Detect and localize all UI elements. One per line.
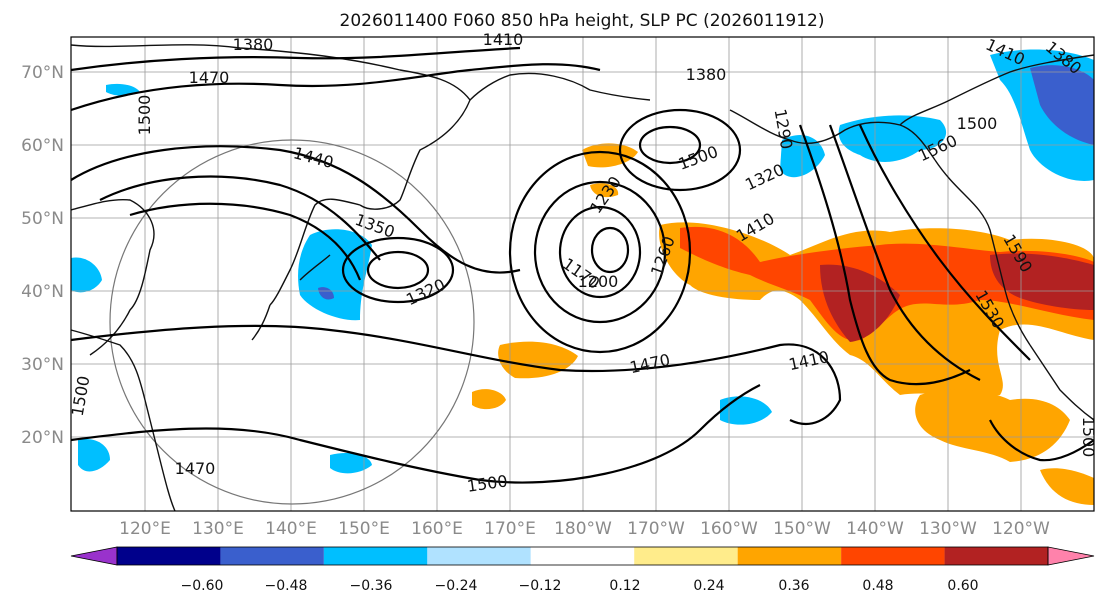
negative-anomaly-area-west bbox=[71, 257, 102, 293]
contour-label: 1410 bbox=[483, 30, 524, 49]
lon-label: 170°W bbox=[627, 519, 685, 539]
colorbar-frame bbox=[116, 546, 1049, 566]
colorbar-swatch bbox=[117, 547, 221, 565]
colorbar-tick-label: −0.60 bbox=[181, 578, 224, 594]
colorbar-tick-label: 0.24 bbox=[693, 578, 724, 594]
lon-label: 180°W bbox=[554, 519, 612, 539]
contour-label: 1500 bbox=[957, 114, 998, 133]
strong-negative-area-canada bbox=[1030, 65, 1094, 145]
latitude-labels: 70°N 60°N 50°N 40°N 30°N 20°N bbox=[21, 63, 64, 448]
colorbar-swatch bbox=[220, 547, 324, 565]
colorbar-swatch bbox=[530, 547, 635, 565]
lon-label: 160°W bbox=[700, 519, 758, 539]
longitude-labels: 120°E 130°E 140°E 150°E 160°E 170°E 180°… bbox=[119, 519, 1050, 539]
lat-label: 70°N bbox=[21, 63, 64, 83]
negative-anomaly-area-south-pacific bbox=[330, 453, 372, 474]
colorbar-swatches bbox=[70, 546, 1095, 566]
map-frame bbox=[70, 36, 1095, 512]
contour-label: 1200 bbox=[578, 272, 619, 291]
lat-label: 30°N bbox=[21, 355, 64, 375]
lon-label: 130°E bbox=[192, 519, 244, 539]
colorbar-tick-label: −0.36 bbox=[350, 578, 393, 594]
negative-anomaly-area-alaska bbox=[838, 115, 947, 162]
lon-label: 120°E bbox=[119, 519, 171, 539]
colorbar-swatch bbox=[737, 547, 842, 565]
negative-anomaly-area-southwest bbox=[78, 439, 110, 472]
colorbar-extend-high bbox=[1047, 546, 1095, 566]
contour-label: 1470 bbox=[189, 68, 230, 87]
very-strong-positive-area-2 bbox=[990, 253, 1094, 310]
colorbar-extend-low bbox=[70, 546, 118, 566]
map-title: 2026011400 F060 850 hPa height, SLP PC (… bbox=[340, 11, 825, 31]
colorbar-tick-label: −0.24 bbox=[435, 578, 478, 594]
colorbar-tick-label: 0.36 bbox=[778, 578, 809, 594]
contour-label: 1380 bbox=[686, 65, 727, 84]
strong-negative-area-japan bbox=[318, 287, 334, 300]
lon-label: 140°W bbox=[846, 519, 904, 539]
contour-label: 1500 bbox=[1079, 417, 1098, 458]
lat-label: 50°N bbox=[21, 209, 64, 229]
colorbar-swatch bbox=[427, 547, 531, 565]
colorbar: −0.60 −0.48 −0.36 −0.24 −0.12 0.12 0.24 … bbox=[70, 546, 1095, 594]
range-circle bbox=[109, 139, 475, 505]
lon-label: 120°W bbox=[992, 519, 1050, 539]
lon-label: 150°E bbox=[338, 519, 390, 539]
map-panel: 1380 1410 1470 1500 1440 1350 1320 1380 … bbox=[68, 30, 1098, 512]
positive-anomaly-area-small bbox=[472, 389, 506, 410]
lon-label: 140°E bbox=[265, 519, 317, 539]
colorbar-swatch bbox=[841, 547, 945, 565]
lon-label: 160°E bbox=[411, 519, 463, 539]
positive-anomaly-area-north bbox=[582, 143, 638, 168]
colorbar-tick-label: −0.48 bbox=[265, 578, 308, 594]
lat-label: 20°N bbox=[21, 428, 64, 448]
colorbar-tick-label: −0.12 bbox=[519, 578, 562, 594]
lat-label: 40°N bbox=[21, 282, 64, 302]
lon-label: 150°W bbox=[773, 519, 831, 539]
graticule bbox=[71, 37, 1094, 511]
colorbar-ticks: −0.60 −0.48 −0.36 −0.24 −0.12 0.12 0.24 … bbox=[181, 578, 979, 594]
negative-anomaly-area-pacific bbox=[720, 396, 772, 425]
lon-label: 170°E bbox=[484, 519, 536, 539]
colorbar-swatch bbox=[634, 547, 738, 565]
colorbar-swatch bbox=[944, 547, 1048, 565]
lat-label: 60°N bbox=[21, 136, 64, 156]
coastlines bbox=[70, 44, 1095, 512]
colorbar-tick-label: 0.60 bbox=[947, 578, 978, 594]
contour-label: 1380 bbox=[233, 35, 274, 54]
contour-label: 1500 bbox=[135, 95, 154, 136]
lon-label: 130°W bbox=[919, 519, 977, 539]
positive-anomaly-area-southeast bbox=[1040, 468, 1094, 505]
colorbar-swatch bbox=[323, 547, 428, 565]
height-contours bbox=[70, 46, 1095, 484]
colorbar-tick-label: 0.48 bbox=[862, 578, 893, 594]
positive-anomaly-area-north-small bbox=[590, 183, 619, 198]
very-strong-positive-area-1 bbox=[820, 264, 900, 342]
contour-label: 1470 bbox=[175, 459, 216, 478]
colorbar-tick-label: 0.12 bbox=[609, 578, 640, 594]
